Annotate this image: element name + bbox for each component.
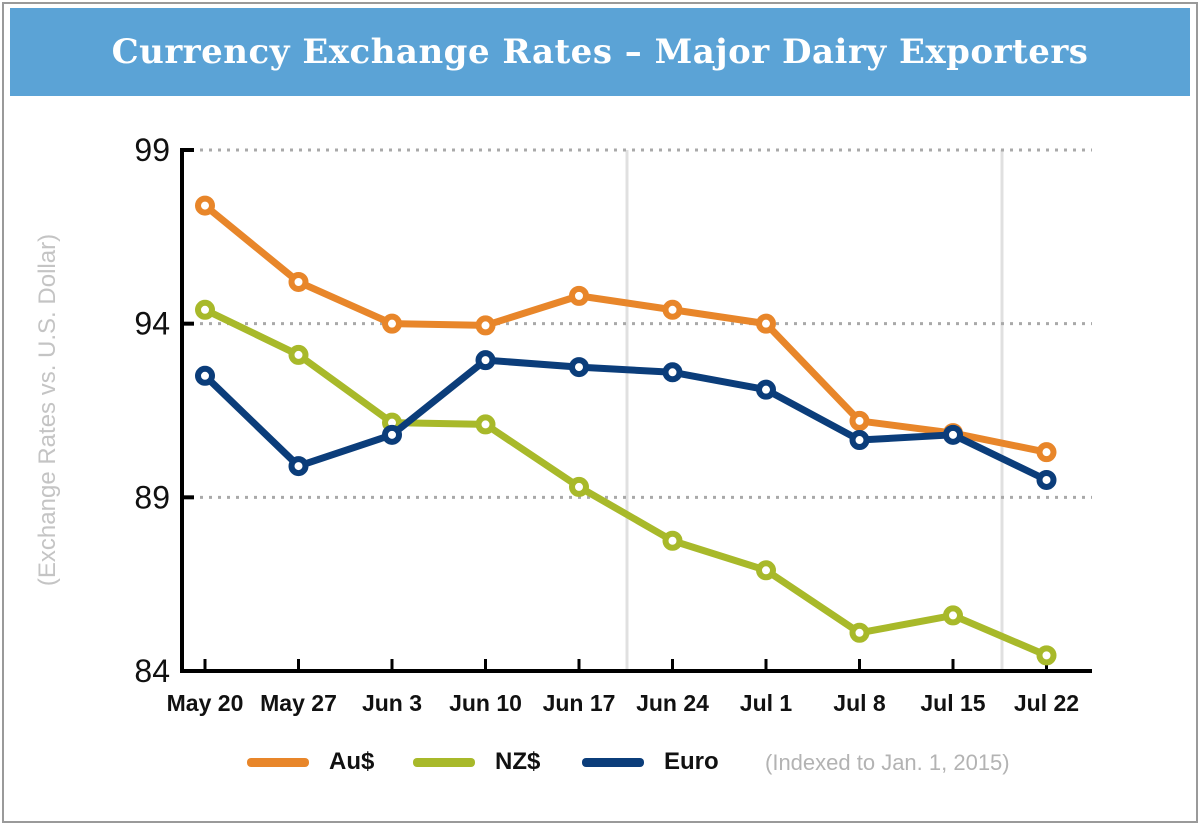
index-note: (Indexed to Jan. 1, 2015) bbox=[765, 750, 1010, 775]
y-tick-label: 94 bbox=[134, 306, 170, 342]
data-point-au bbox=[662, 299, 683, 320]
legend-item-nz: NZ$ bbox=[413, 748, 540, 776]
x-tick-label: Jun 3 bbox=[362, 690, 422, 716]
x-tick-label: Jun 17 bbox=[543, 690, 616, 716]
data-point-nz bbox=[195, 299, 215, 320]
data-point-euro bbox=[475, 350, 496, 371]
data-point-au bbox=[382, 313, 402, 334]
legend-swatch-nz bbox=[413, 757, 475, 767]
data-point-au bbox=[288, 271, 309, 292]
data-point-euro bbox=[943, 424, 963, 445]
data-point-au bbox=[756, 313, 776, 334]
legend-label-euro: Euro bbox=[664, 748, 719, 775]
data-point-nz bbox=[943, 605, 963, 626]
data-point-au bbox=[475, 315, 496, 336]
data-point-nz bbox=[1036, 645, 1057, 666]
series-line-au bbox=[202, 202, 1048, 456]
data-point-euro bbox=[662, 362, 683, 383]
data-point-euro bbox=[1036, 469, 1057, 490]
data-point-euro bbox=[756, 379, 776, 400]
x-tick-label: Jul 15 bbox=[920, 690, 985, 716]
data-point-au bbox=[195, 195, 215, 216]
chart-title: Currency Exchange Rates – Major Dairy Ex… bbox=[10, 8, 1190, 96]
x-tick-label: May 27 bbox=[260, 690, 337, 716]
data-point-euro bbox=[849, 430, 870, 451]
x-tick-label: Jul 22 bbox=[1014, 690, 1079, 716]
legend-label-nz: NZ$ bbox=[495, 748, 541, 775]
series-line-nz bbox=[203, 306, 1048, 659]
data-point-nz bbox=[756, 560, 776, 581]
legend: Au$ NZ$ Euro (Indexed to Jan. 1, 2015) bbox=[0, 748, 1200, 782]
y-tick-label: 99 bbox=[134, 132, 170, 168]
data-point-au bbox=[1036, 442, 1057, 463]
data-point-euro bbox=[382, 424, 402, 445]
legend-label-au: Au$ bbox=[329, 748, 375, 775]
data-point-nz bbox=[662, 530, 683, 551]
x-tick-label: Jul 1 bbox=[740, 690, 793, 716]
legend-item-euro: Euro bbox=[582, 748, 719, 776]
data-point-nz bbox=[475, 414, 496, 435]
data-point-nz bbox=[569, 476, 589, 497]
data-point-euro bbox=[195, 365, 215, 386]
legend-item-au: Au$ bbox=[247, 748, 374, 776]
series-line-euro bbox=[202, 356, 1049, 484]
y-tick-label: 84 bbox=[134, 653, 170, 689]
data-point-nz bbox=[849, 622, 870, 643]
data-point-euro bbox=[569, 357, 589, 378]
y-tick-label: 89 bbox=[134, 479, 170, 515]
legend-swatch-au bbox=[247, 757, 309, 767]
legend-swatch-euro bbox=[582, 757, 644, 767]
data-point-euro bbox=[288, 456, 309, 477]
data-point-nz bbox=[288, 344, 309, 365]
x-tick-label: Jul 8 bbox=[833, 690, 886, 716]
x-tick-label: Jun 24 bbox=[636, 690, 709, 716]
x-tick-label: May 20 bbox=[167, 690, 244, 716]
data-point-au bbox=[569, 285, 589, 306]
data-point-au bbox=[849, 410, 870, 431]
x-tick-label: Jun 10 bbox=[449, 690, 522, 716]
